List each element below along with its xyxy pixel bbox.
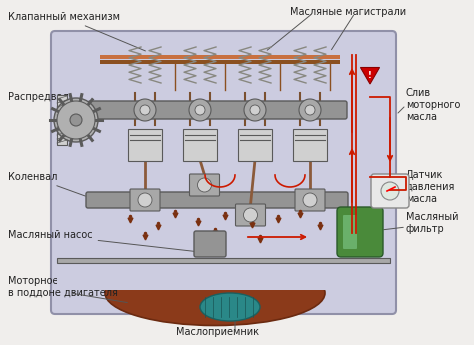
Circle shape bbox=[305, 105, 315, 115]
Circle shape bbox=[140, 105, 150, 115]
Circle shape bbox=[303, 193, 317, 207]
Text: Маслоприемник: Маслоприемник bbox=[176, 327, 259, 337]
Circle shape bbox=[250, 105, 260, 115]
FancyBboxPatch shape bbox=[86, 192, 348, 208]
Text: Слив
моторного
масла: Слив моторного масла bbox=[406, 88, 460, 121]
Circle shape bbox=[195, 105, 205, 115]
FancyBboxPatch shape bbox=[295, 189, 325, 211]
FancyBboxPatch shape bbox=[238, 129, 272, 161]
FancyBboxPatch shape bbox=[183, 129, 217, 161]
Circle shape bbox=[244, 208, 257, 222]
Circle shape bbox=[57, 101, 95, 139]
FancyBboxPatch shape bbox=[100, 60, 340, 64]
FancyBboxPatch shape bbox=[57, 258, 390, 263]
FancyBboxPatch shape bbox=[57, 255, 390, 290]
FancyBboxPatch shape bbox=[337, 207, 383, 257]
Circle shape bbox=[198, 178, 211, 192]
Text: Масляный насос: Масляный насос bbox=[8, 230, 197, 252]
Circle shape bbox=[70, 114, 82, 126]
Ellipse shape bbox=[200, 293, 260, 321]
FancyBboxPatch shape bbox=[343, 215, 357, 249]
Ellipse shape bbox=[105, 260, 325, 325]
FancyBboxPatch shape bbox=[51, 31, 396, 314]
Circle shape bbox=[54, 98, 98, 142]
Text: Клапанный механизм: Клапанный механизм bbox=[8, 12, 146, 51]
FancyBboxPatch shape bbox=[190, 174, 219, 196]
FancyBboxPatch shape bbox=[128, 129, 162, 161]
FancyBboxPatch shape bbox=[236, 204, 265, 226]
Circle shape bbox=[134, 99, 156, 121]
FancyBboxPatch shape bbox=[130, 189, 160, 211]
FancyBboxPatch shape bbox=[88, 101, 347, 119]
Text: !: ! bbox=[368, 70, 372, 79]
Circle shape bbox=[138, 193, 152, 207]
FancyBboxPatch shape bbox=[57, 95, 67, 145]
Text: Масляный
фильтр: Масляный фильтр bbox=[406, 212, 458, 234]
FancyBboxPatch shape bbox=[371, 174, 409, 208]
Text: Распредвал: Распредвал bbox=[8, 92, 73, 109]
Circle shape bbox=[381, 182, 399, 200]
Text: Масляные магистрали: Масляные магистрали bbox=[290, 7, 406, 17]
Text: Коленвал: Коленвал bbox=[8, 172, 85, 196]
FancyBboxPatch shape bbox=[293, 129, 327, 161]
Circle shape bbox=[189, 99, 211, 121]
Circle shape bbox=[299, 99, 321, 121]
Circle shape bbox=[244, 99, 266, 121]
Text: Датчик
давления
масла: Датчик давления масла bbox=[406, 170, 456, 204]
Text: Моторное масло
в поддоне двигателя: Моторное масло в поддоне двигателя bbox=[8, 276, 118, 298]
FancyBboxPatch shape bbox=[194, 231, 226, 257]
FancyBboxPatch shape bbox=[100, 55, 340, 59]
